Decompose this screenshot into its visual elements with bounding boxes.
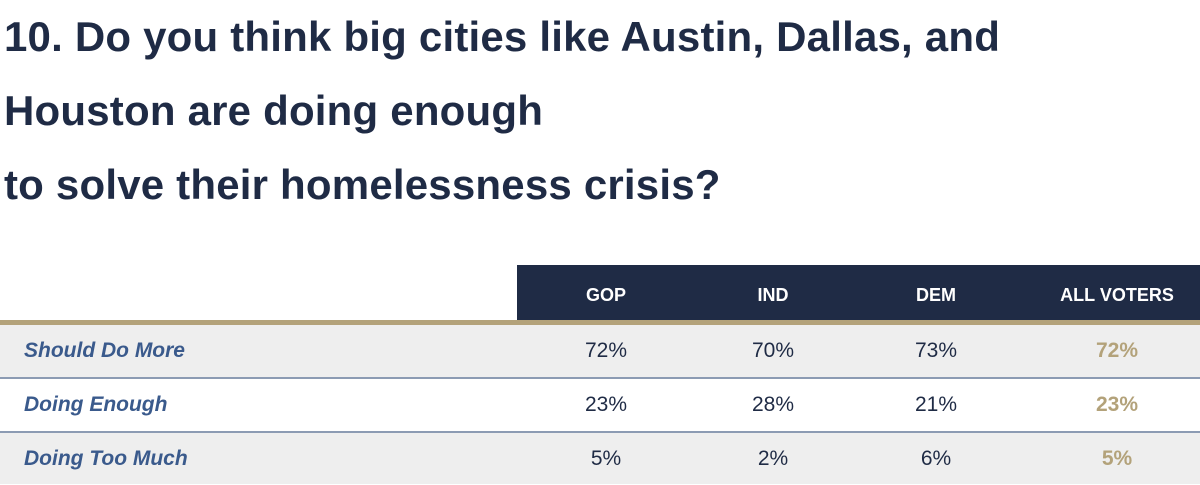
column-header-band <box>517 265 1200 320</box>
row-label: Doing Enough <box>24 393 168 416</box>
table-cell-all-voters: 5% <box>1101 447 1133 470</box>
table-row: Doing Enough 23% 28% 21% 23% <box>0 379 1200 431</box>
table-cell-ind: 2% <box>757 447 789 470</box>
row-label: Doing Too Much <box>24 447 188 470</box>
table-cell-ind: 70% <box>751 339 795 362</box>
table-row: Doing Too Much 5% 2% 6% 5% <box>0 433 1200 484</box>
column-header-dem: DEM <box>916 285 956 305</box>
column-header-gop: GOP <box>585 285 626 305</box>
column-header-all-voters: ALL VOTERS <box>1060 285 1174 305</box>
table-cell-dem: 6% <box>920 447 952 470</box>
column-header-ind: IND <box>757 285 789 305</box>
question-title-line: 10. Do you think big cities like Austin,… <box>4 13 1001 60</box>
table-cell-ind: 28% <box>751 393 795 416</box>
question-title: 10. Do you think big cities like Austin,… <box>4 0 1194 222</box>
table-cell-dem: 73% <box>914 339 958 362</box>
table-cell-gop: 23% <box>584 393 628 416</box>
row-divider <box>0 431 1200 433</box>
question-title-line: to solve their homelessness crisis? <box>4 161 721 208</box>
table-cell-all-voters: 23% <box>1095 393 1139 416</box>
results-table: GOP IND DEM ALL VOTERS Should Do More 72… <box>0 265 1200 484</box>
question-title-line: Houston are doing enough <box>4 87 544 134</box>
table-row: Should Do More 72% 70% 73% 72% <box>0 325 1200 377</box>
row-divider <box>0 377 1200 379</box>
row-label: Should Do More <box>24 339 185 362</box>
table-cell-gop: 5% <box>590 447 622 470</box>
table-cell-gop: 72% <box>584 339 628 362</box>
table-cell-dem: 21% <box>914 393 958 416</box>
table-cell-all-voters: 72% <box>1095 339 1139 362</box>
header-divider <box>0 320 1200 325</box>
